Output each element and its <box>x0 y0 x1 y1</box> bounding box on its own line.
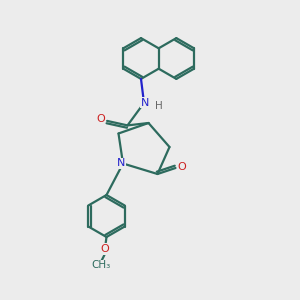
Text: N: N <box>117 158 126 169</box>
Text: O: O <box>96 114 105 124</box>
Text: CH₃: CH₃ <box>92 260 111 270</box>
Text: N: N <box>140 98 149 108</box>
Text: O: O <box>100 244 109 254</box>
Text: O: O <box>178 161 187 172</box>
Text: H: H <box>155 101 163 112</box>
